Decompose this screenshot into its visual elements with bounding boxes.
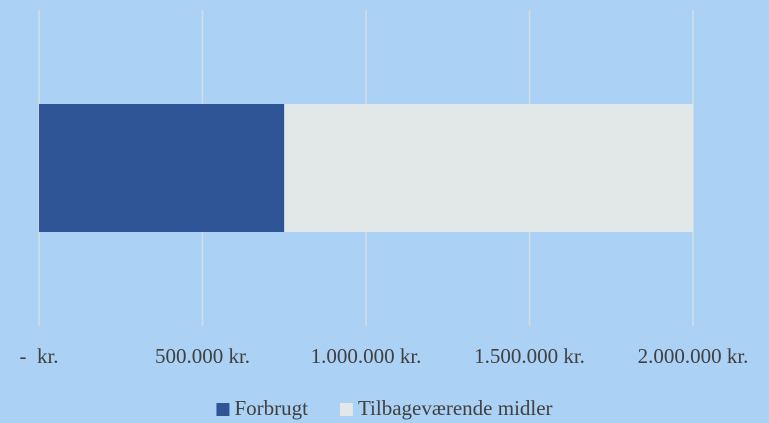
- bar-segment: [39, 104, 285, 232]
- legend-swatch: [339, 403, 353, 416]
- bar-segment: [284, 104, 693, 232]
- x-tick-label: 1.000.000 kr.: [311, 344, 422, 368]
- x-tick-label: 2.000.000 kr.: [638, 344, 749, 368]
- x-tick-label: - kr.: [19, 344, 58, 368]
- legend-label: Forbrugt: [234, 396, 308, 420]
- x-tick-label: 1.500.000 kr.: [474, 344, 585, 368]
- x-tick-label: 500.000 kr.: [155, 344, 250, 368]
- legend-label: Tilbageværende midler: [358, 396, 553, 420]
- legend-swatch: [216, 403, 230, 416]
